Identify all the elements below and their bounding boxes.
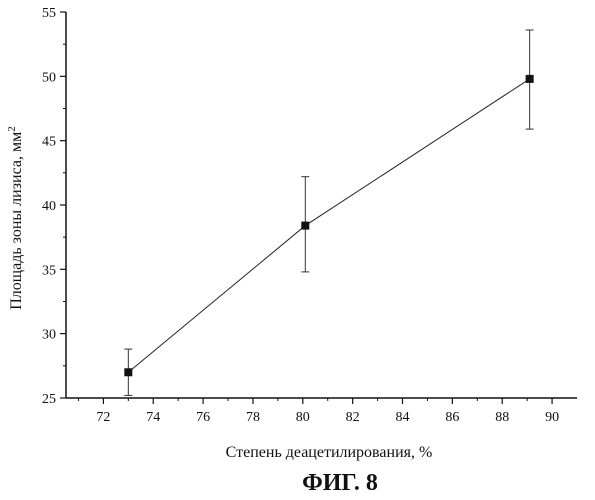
plot-area: 72 74 76 78 80 82 84 86 88 90 25 30 35 40 45 50 55 bbox=[42, 6, 577, 425]
data-point bbox=[526, 75, 534, 83]
data-point bbox=[301, 222, 309, 230]
y-tick-label: 55 bbox=[42, 6, 56, 21]
y-tick-label: 40 bbox=[42, 199, 56, 214]
y-tick-label: 30 bbox=[42, 328, 56, 343]
y-tick-label: 50 bbox=[42, 70, 56, 85]
x-tick-label: 82 bbox=[346, 410, 360, 425]
x-tick-label: 74 bbox=[146, 410, 160, 425]
data-point bbox=[124, 368, 132, 376]
y-tick-label: 35 bbox=[42, 263, 56, 278]
x-tick-label: 84 bbox=[396, 410, 410, 425]
x-tick-label: 90 bbox=[545, 410, 559, 425]
figure-caption: ФИГ. 8 bbox=[302, 470, 378, 496]
series-line bbox=[128, 79, 529, 372]
y-axis-title-text: Площадь зоны лизиса, мм bbox=[8, 132, 25, 310]
y-tick-label: 25 bbox=[42, 392, 56, 407]
x-tick-label: 86 bbox=[445, 410, 459, 425]
x-tick-label: 80 bbox=[296, 410, 310, 425]
x-tick-label: 88 bbox=[495, 410, 509, 425]
x-axis-title: Степень деацетилирования, % bbox=[226, 444, 433, 461]
x-tick-label: 78 bbox=[246, 410, 260, 425]
y-axis-title-superscript: 2 bbox=[6, 126, 18, 132]
x-tick-label: 72 bbox=[96, 410, 110, 425]
y-axis-title: Площадь зоны лизиса, мм2 bbox=[6, 126, 25, 310]
y-tick-label: 45 bbox=[42, 135, 56, 150]
x-tick-label: 76 bbox=[196, 410, 210, 425]
